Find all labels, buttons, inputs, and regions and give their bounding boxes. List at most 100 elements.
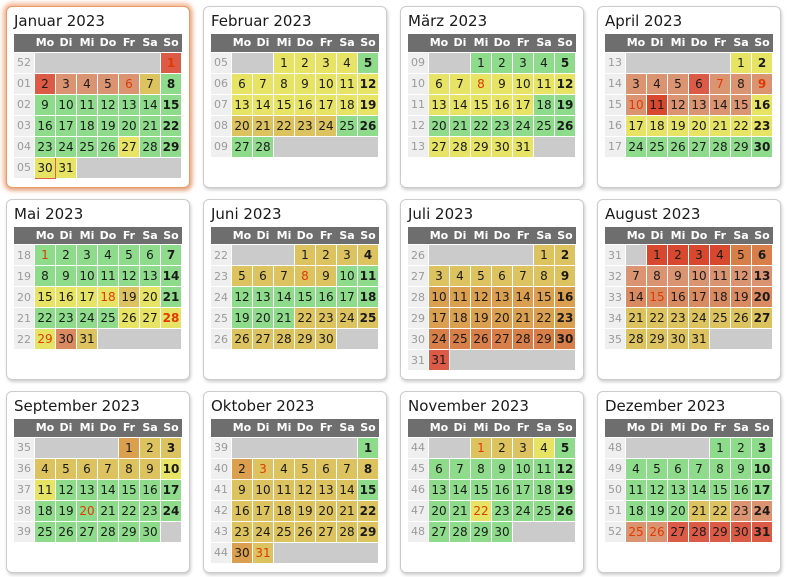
day-cell[interactable]: 4 [646, 72, 668, 95]
day-cell[interactable]: 1 [470, 51, 492, 74]
day-cell[interactable]: 18 [533, 93, 555, 116]
day-cell[interactable]: 21 [449, 114, 471, 137]
day-cell[interactable]: 1 [533, 244, 555, 266]
day-cell[interactable]: 17 [751, 478, 773, 501]
day-cell[interactable]: 10 [751, 457, 773, 480]
day-cell[interactable]: 31 [252, 541, 274, 564]
day-cell[interactable]: 19 [97, 114, 119, 137]
day-cell[interactable]: 6 [231, 72, 253, 95]
day-cell[interactable]: 11 [97, 265, 119, 287]
day-cell[interactable]: 7 [449, 72, 471, 95]
day-cell[interactable]: 29 [118, 520, 140, 543]
day-cell[interactable]: 29 [357, 520, 379, 543]
day-cell[interactable]: 25 [449, 328, 471, 350]
day-cell[interactable]: 10 [625, 93, 647, 116]
day-cell[interactable]: 21 [139, 114, 161, 137]
day-cell[interactable]: 1 [709, 436, 731, 459]
day-cell[interactable]: 14 [273, 286, 295, 308]
day-cell[interactable]: 7 [449, 457, 471, 480]
day-cell[interactable]: 9 [294, 72, 316, 95]
day-cell[interactable]: 17 [428, 307, 450, 329]
day-cell[interactable]: 27 [688, 135, 710, 158]
day-cell[interactable]: 3 [512, 51, 534, 74]
day-cell[interactable]: 19 [55, 499, 77, 522]
day-cell[interactable]: 3 [315, 51, 337, 74]
day-cell[interactable]: 22 [730, 114, 752, 137]
day-cell[interactable]: 11 [533, 457, 555, 480]
day-cell[interactable]: 27 [751, 307, 773, 329]
day-cell[interactable]: 11 [709, 265, 731, 287]
day-cell[interactable]: 23 [491, 499, 513, 522]
day-cell[interactable]: 7 [709, 72, 731, 95]
day-cell[interactable]: 28 [449, 520, 471, 543]
day-cell[interactable]: 3 [751, 436, 773, 459]
day-cell[interactable]: 15 [730, 93, 752, 116]
day-cell[interactable]: 7 [625, 265, 647, 287]
day-cell[interactable]: 31 [512, 135, 534, 158]
day-cell[interactable]: 30 [231, 541, 253, 564]
day-cell[interactable]: 18 [34, 499, 56, 522]
day-cell[interactable]: 16 [491, 93, 513, 116]
day-cell[interactable]: 13 [139, 265, 161, 287]
day-cell[interactable]: 30 [751, 135, 773, 158]
day-cell[interactable]: 2 [751, 51, 773, 74]
day-cell[interactable]: 29 [730, 135, 752, 158]
day-cell[interactable]: 9 [491, 457, 513, 480]
day-cell[interactable]: 3 [512, 436, 534, 459]
day-cell[interactable]: 29 [294, 328, 316, 350]
day-cell[interactable]: 27 [118, 135, 140, 158]
day-cell[interactable]: 22 [357, 499, 379, 522]
day-cell[interactable]: 2 [491, 51, 513, 74]
day-cell[interactable]: 6 [688, 72, 710, 95]
day-cell[interactable]: 11 [449, 286, 471, 308]
day-cell[interactable]: 30 [55, 328, 77, 350]
day-cell[interactable]: 1 [160, 51, 182, 74]
day-cell[interactable]: 16 [730, 478, 752, 501]
day-cell[interactable]: 27 [139, 307, 161, 329]
day-cell[interactable]: 14 [97, 478, 119, 501]
day-cell[interactable]: 15 [470, 93, 492, 116]
day-cell[interactable]: 21 [252, 114, 274, 137]
day-cell[interactable]: 4 [76, 72, 98, 95]
day-cell[interactable]: 24 [160, 499, 182, 522]
day-cell[interactable]: 2 [730, 436, 752, 459]
day-cell[interactable]: 19 [554, 93, 576, 116]
day-cell[interactable]: 28 [625, 328, 647, 350]
day-cell[interactable]: 5 [55, 457, 77, 480]
day-cell[interactable]: 25 [336, 114, 358, 137]
day-cell[interactable]: 16 [55, 286, 77, 308]
day-cell[interactable]: 26 [55, 520, 77, 543]
day-cell[interactable]: 4 [336, 51, 358, 74]
day-cell[interactable]: 22 [646, 307, 668, 329]
day-cell[interactable]: 15 [160, 93, 182, 116]
day-cell[interactable]: 24 [55, 135, 77, 158]
day-cell[interactable]: 8 [294, 265, 316, 287]
day-cell[interactable]: 1 [118, 436, 140, 459]
day-cell[interactable]: 24 [751, 499, 773, 522]
day-cell[interactable]: 30 [730, 520, 752, 543]
day-cell[interactable]: 10 [160, 457, 182, 480]
day-cell[interactable]: 5 [357, 51, 379, 74]
day-cell[interactable]: 5 [231, 265, 253, 287]
day-cell[interactable]: 17 [512, 478, 534, 501]
day-cell[interactable]: 10 [252, 478, 274, 501]
day-cell[interactable]: 12 [231, 286, 253, 308]
day-cell[interactable]: 29 [646, 328, 668, 350]
day-cell[interactable]: 12 [554, 72, 576, 95]
day-cell[interactable]: 11 [533, 72, 555, 95]
day-cell[interactable]: 20 [428, 114, 450, 137]
day-cell[interactable]: 23 [231, 520, 253, 543]
day-cell[interactable]: 1 [273, 51, 295, 74]
day-cell[interactable]: 23 [294, 114, 316, 137]
day-cell[interactable]: 19 [357, 93, 379, 116]
day-cell[interactable]: 9 [730, 457, 752, 480]
day-cell[interactable]: 13 [751, 265, 773, 287]
day-cell[interactable]: 24 [336, 307, 358, 329]
day-cell[interactable]: 28 [336, 520, 358, 543]
day-cell[interactable]: 3 [252, 457, 274, 480]
day-cell[interactable]: 13 [252, 286, 274, 308]
day-cell[interactable]: 12 [357, 72, 379, 95]
day-cell[interactable]: 21 [512, 307, 534, 329]
day-cell[interactable]: 21 [273, 307, 295, 329]
day-cell[interactable]: 6 [139, 244, 161, 266]
